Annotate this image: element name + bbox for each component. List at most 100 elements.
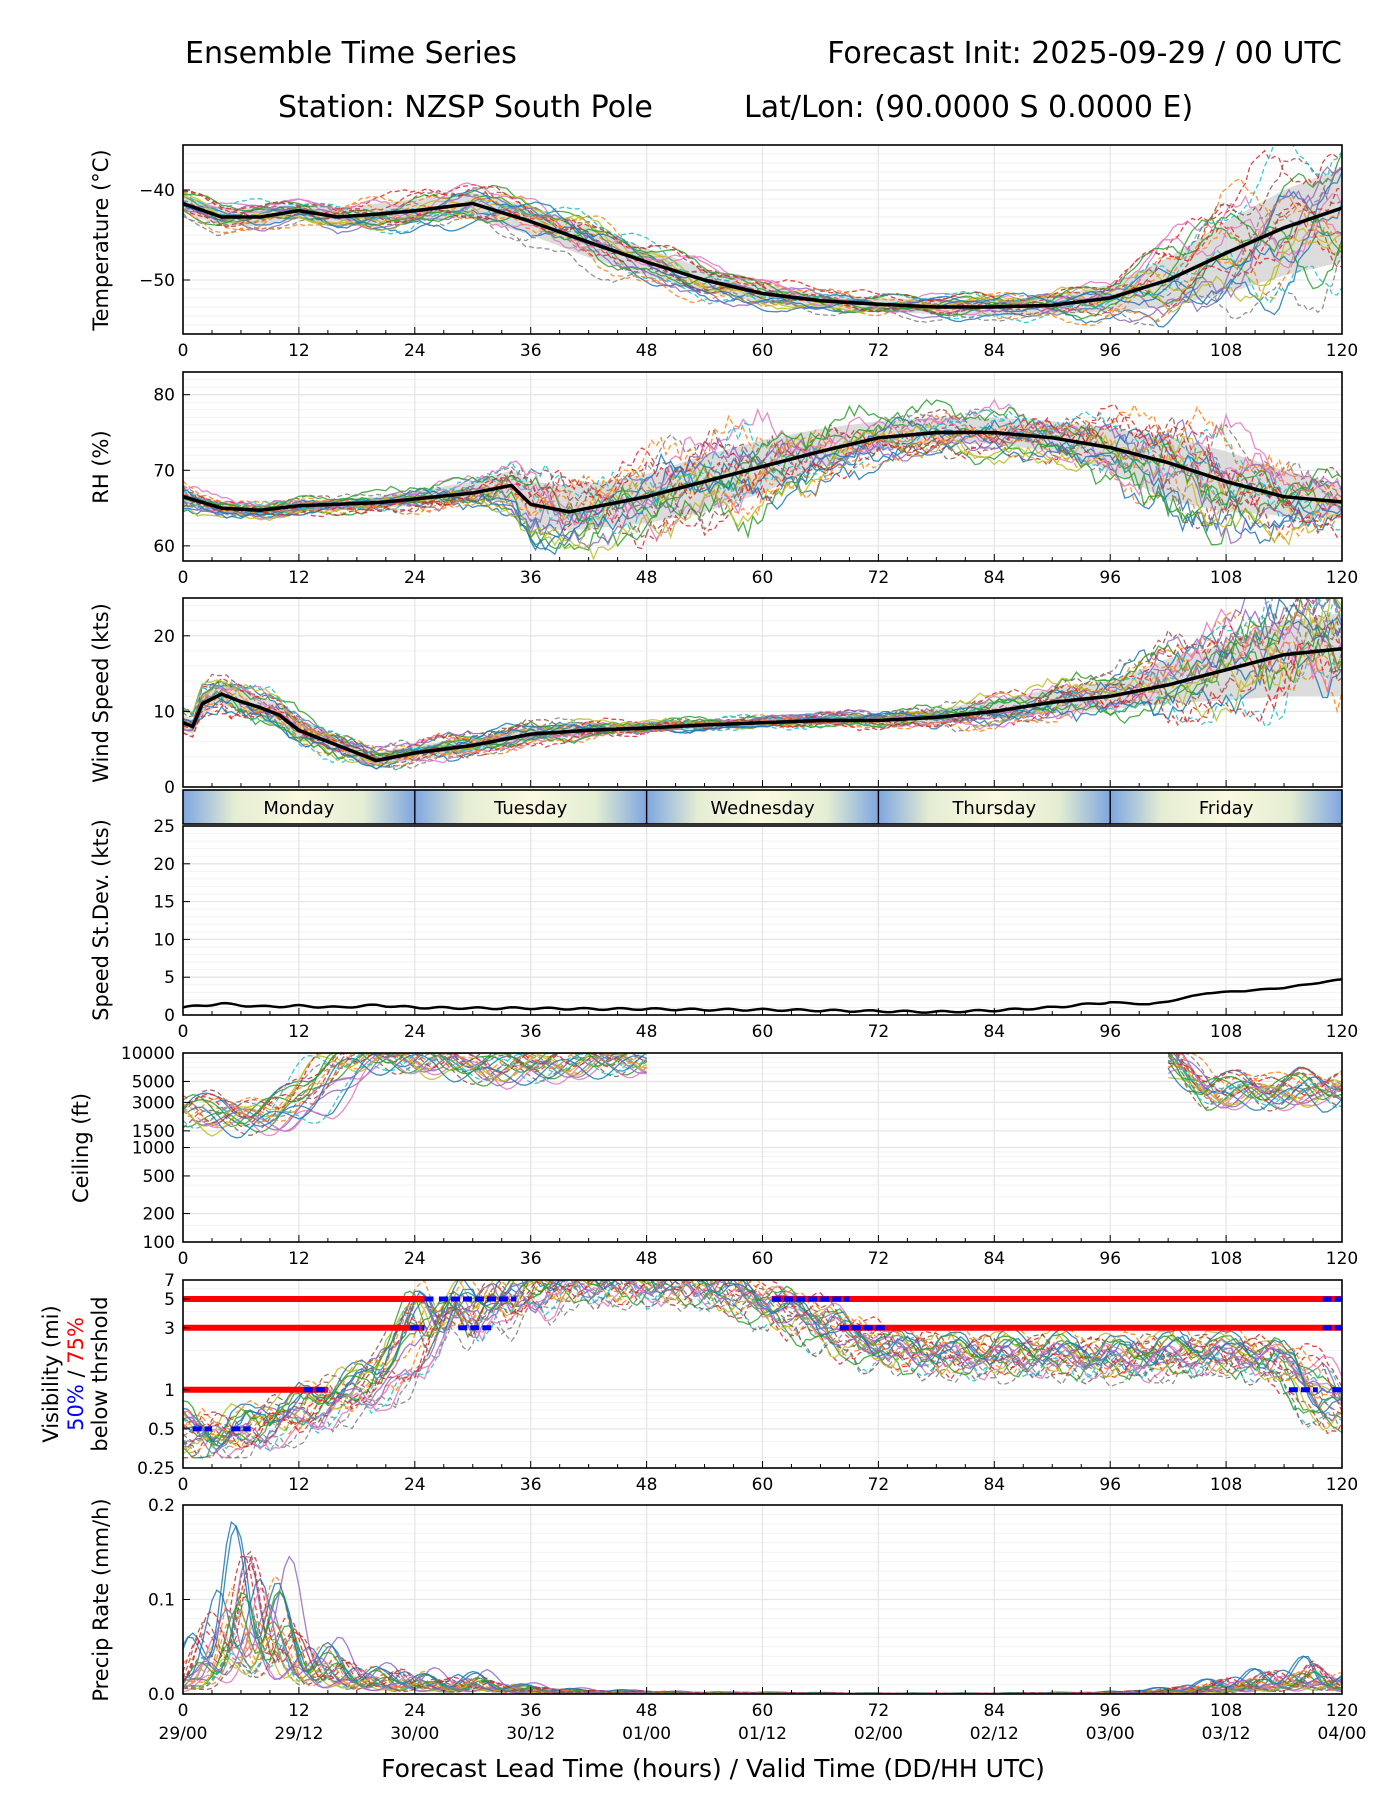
ensemble-member-line (183, 1282, 1342, 1459)
x-tick-label: 12 (288, 1475, 310, 1495)
y-axis-label: Temperature (°C) (89, 149, 113, 331)
x-tick-label: 120 (1326, 1249, 1358, 1269)
x-valid-time-label: 30/00 (390, 1724, 439, 1744)
x-tick-label: 36 (520, 1249, 542, 1269)
ensemble-member-line (183, 1280, 1342, 1459)
x-tick-label: 12 (288, 341, 310, 361)
ensemble-member-line (183, 152, 1342, 308)
x-tick-label: 60 (752, 1022, 774, 1042)
rh-panel: 0 12 24 36 48 60 72 84 96 108 120 60 70 80 RH (%) (89, 371, 1358, 588)
x-valid-time-label: 29/00 (159, 1724, 208, 1744)
x-tick-label: 120 (1326, 341, 1358, 361)
x-axis-label: Forecast Lead Time (hours) / Valid Time … (381, 1754, 1045, 1783)
ensemble-member-line (183, 198, 1342, 316)
x-tick-label: 24 (404, 1022, 426, 1042)
x-tick-label: 96 (1099, 1022, 1121, 1042)
x-tick-label: 48 (636, 1249, 658, 1269)
x-tick-label: 72 (868, 1475, 890, 1495)
x-tick-label: 36 (520, 568, 542, 588)
ensemble-member-line (183, 1587, 1342, 1694)
ensemble-member-line (183, 1288, 1342, 1459)
x-tick-label: 96 (1099, 1475, 1121, 1495)
x-tick-label: 120 (1326, 1022, 1358, 1042)
ensemble-mean-line (183, 201, 1342, 309)
x-tick-label: 0 (178, 341, 189, 361)
x-tick-label: 36 (520, 1701, 542, 1721)
ensemble-member-line (183, 416, 1342, 541)
ensemble-member-line (183, 629, 1342, 761)
x-tick-label: 12 (288, 1701, 310, 1721)
y-tick-label: −40 (139, 181, 175, 201)
x-tick-label: 96 (1099, 1249, 1121, 1269)
x-valid-time-label: 29/12 (274, 1724, 323, 1744)
x-valid-time-label: 03/00 (1086, 1724, 1135, 1744)
ensemble-member-line (183, 408, 1342, 537)
x-tick-label: 72 (868, 568, 890, 588)
x-valid-time-label: 02/12 (970, 1724, 1019, 1744)
day-label: Wednesday (710, 798, 815, 819)
stdev-panel: 0 12 24 36 48 60 72 84 96 108 120 0 5 10 15 20 25 Speed S… (89, 817, 1358, 1042)
x-tick-label: 108 (1210, 1475, 1242, 1495)
day-label: Thursday (951, 798, 1036, 819)
x-tick-label: 36 (520, 1475, 542, 1495)
x-tick-label: 36 (520, 1022, 542, 1042)
x-tick-label: 96 (1099, 568, 1121, 588)
ensemble-member-line (183, 1053, 1342, 1137)
y-tick-label: 0 (164, 778, 175, 798)
ensemble-member-line (183, 1280, 1342, 1451)
x-tick-label: 60 (752, 568, 774, 588)
label-separator: / (64, 1364, 88, 1384)
y-tick-label: 7 (164, 1271, 175, 1291)
y-tick-label: 5 (164, 968, 175, 988)
x-tick-label: 48 (636, 1701, 658, 1721)
ensemble-member-line (183, 201, 1342, 317)
wind-data (183, 598, 1342, 771)
ensemble-member-line (183, 1280, 1342, 1439)
x-tick-label: 84 (983, 1475, 1005, 1495)
ensemble-member-line (183, 1280, 1342, 1459)
y-tick-label: 10 (153, 702, 175, 722)
x-tick-label: 72 (868, 341, 890, 361)
y-tick-label: 500 (143, 1167, 175, 1187)
x-valid-time-label: 04/00 (1318, 1724, 1367, 1744)
y-tick-label: 15 (153, 893, 175, 913)
x-tick-label: 84 (983, 341, 1005, 361)
day-label: Tuesday (493, 798, 568, 819)
x-tick-label: 0 (178, 1022, 189, 1042)
y-tick-label: 5 (164, 1290, 175, 1310)
ensemble-member-line (183, 1280, 1342, 1449)
x-tick-label: 0 (178, 1249, 189, 1269)
y-axis-label: Speed St.Dev. (kts) (89, 819, 113, 1021)
x-tick-label: 108 (1210, 341, 1242, 361)
x-tick-label: 72 (868, 1701, 890, 1721)
day-cell (646, 790, 879, 824)
x-tick-label: 0 (178, 568, 189, 588)
y-tick-label: 10000 (121, 1044, 175, 1064)
visibility-ylabel-threshold: below thrshold (88, 1296, 112, 1451)
x-tick-label: 96 (1099, 1701, 1121, 1721)
spread-band (183, 613, 1342, 766)
x-tick-label: 108 (1210, 1701, 1242, 1721)
visibility-panel: 0 12 24 36 48 60 72 84 96 108 120 0.25 0.5 1 3 57 Visibi… (39, 1271, 1358, 1495)
ensemble-member-line (183, 1280, 1342, 1446)
y-tick-label: 1000 (132, 1139, 175, 1159)
x-tick-label: 12 (288, 568, 310, 588)
y-tick-label: 1500 (132, 1122, 175, 1142)
x-tick-label: 72 (868, 1022, 890, 1042)
x-tick-label: 48 (636, 341, 658, 361)
y-tick-label: 5000 (132, 1072, 175, 1092)
x-tick-label: 84 (983, 568, 1005, 588)
y-tick-label: 20 (153, 627, 175, 647)
ensemble-member-line (183, 194, 1342, 320)
x-tick-label: 48 (636, 1022, 658, 1042)
ensemble-member-line (183, 1280, 1342, 1446)
ensemble-member-line (183, 424, 1342, 550)
day-label: Friday (1199, 798, 1254, 819)
y-tick-label: 10 (153, 930, 175, 950)
x-valid-time-label: 02/00 (854, 1724, 903, 1744)
ensemble-member-line (183, 402, 1342, 516)
ensemble-member-line (183, 1280, 1342, 1443)
y-tick-label: 60 (153, 537, 175, 557)
y-tick-label: 0.2 (148, 1496, 175, 1516)
day-cell (183, 790, 415, 824)
